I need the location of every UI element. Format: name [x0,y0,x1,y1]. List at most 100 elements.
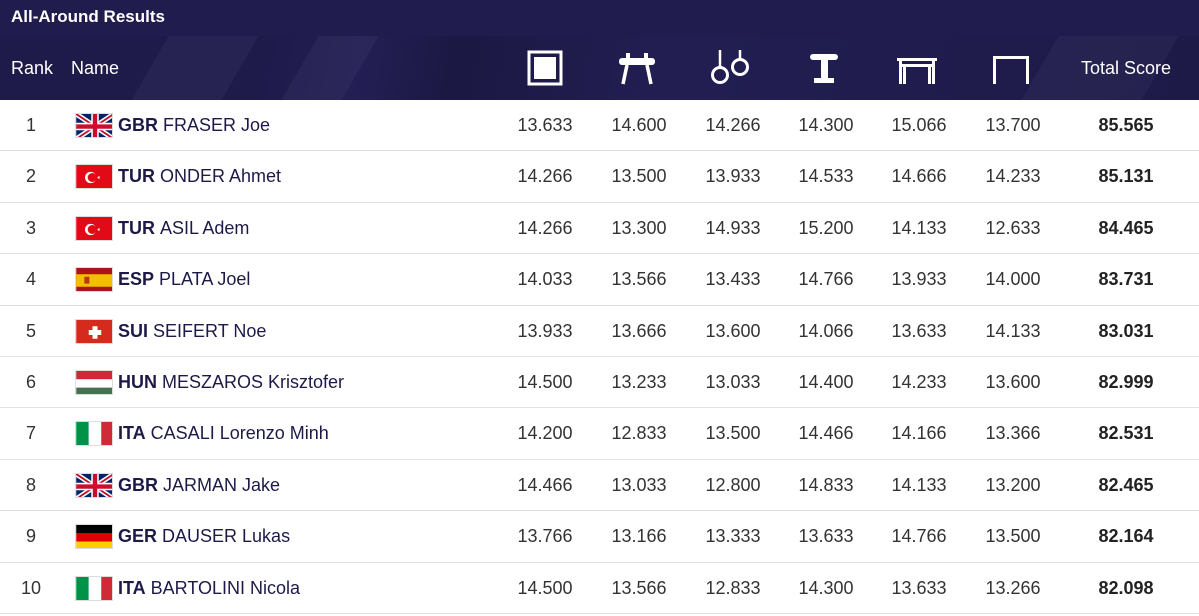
table-row[interactable]: 9 GER DAUSER Lukas 13.766 13.166 13.333 13.… [0,511,1199,563]
country-code: ITA [118,577,146,598]
table-row[interactable]: 3 TUR ASIL Adem 14.266 13.300 14.933 15.200… [0,203,1199,255]
rings-icon[interactable] [710,50,750,86]
total-score-cell: 82.465 [1098,474,1154,495]
athlete-name-link[interactable]: ONDER Ahmet [160,166,282,187]
apparatus-score-cell: 13.933 [517,320,573,341]
athlete-cell[interactable]: ITA BARTOLINI Nicola [75,563,300,614]
table-row[interactable]: 7 ITA CASALI Lorenzo Minh 14.200 12.833 13… [0,408,1199,460]
apparatus-score-cell: 12.633 [985,217,1041,238]
parallel-bars-icon[interactable] [897,50,937,86]
athlete-cell[interactable]: HUN MESZAROS Krisztofer [75,357,344,408]
gbr-flag-icon [75,113,113,138]
table-header: Rank Name Total Score [0,36,1199,100]
table-row[interactable]: 6 HUN MESZAROS Krisztofer 14.500 13.233 13… [0,357,1199,409]
apparatus-score-cell: 13.666 [611,320,667,341]
country-code: ESP [118,269,155,290]
results-table-body: 1 GBR FRASER Joe 13.633 14.600 14.266 14.30… [0,100,1199,614]
apparatus-score-cell: 13.600 [705,320,761,341]
esp-flag-icon [75,267,113,293]
horizontal-bar-icon[interactable] [991,50,1031,86]
athlete-name-link[interactable]: ASIL Adem [160,217,250,238]
apparatus-score-cell: 14.400 [798,371,854,392]
country-code: GBR [118,115,158,135]
athlete-cell[interactable]: ITA CASALI Lorenzo Minh [75,408,329,459]
athlete-cell[interactable]: TUR ONDER Ahmet [75,151,281,202]
apparatus-score-cell: 13.500 [705,423,761,444]
athlete-name-link[interactable]: MESZAROS Krisztofer [162,371,345,392]
ita-flag-icon [75,575,113,601]
country-code: GBR [118,474,158,495]
apparatus-score-cell: 14.666 [891,166,947,187]
athlete-name-link[interactable]: BARTOLINI Nicola [150,577,301,598]
apparatus-score-cell: 13.366 [985,423,1041,444]
name-column-header[interactable]: Name [71,58,120,78]
apparatus-score-cell: 13.700 [985,115,1041,135]
rank-cell: 9 [25,526,36,547]
apparatus-score-cell: 14.300 [798,115,854,135]
rank-column-header[interactable]: Rank [11,58,54,78]
athlete-cell[interactable]: GBR JARMAN Jake [75,460,280,511]
apparatus-score-cell: 14.500 [517,371,573,392]
apparatus-score-cell: 13.333 [705,526,761,547]
total-score-cell: 83.731 [1098,269,1154,290]
athlete-cell[interactable]: GER DAUSER Lukas [75,511,290,562]
athlete-name-link[interactable]: FRASER Joe [163,115,271,135]
athlete-name-link[interactable]: JARMAN Jake [163,474,281,495]
athlete-name-link[interactable]: CASALI Lorenzo Minh [150,423,329,444]
apparatus-score-cell: 14.533 [798,166,854,187]
apparatus-score-cell: 13.233 [611,371,667,392]
apparatus-score-cell: 13.166 [611,526,667,547]
apparatus-score-cell: 12.833 [611,423,667,444]
total-score-cell: 82.098 [1098,577,1154,598]
total-score-cell: 82.531 [1098,423,1154,444]
table-row[interactable]: 2 TUR ONDER Ahmet 14.266 13.500 13.933 14.5… [0,151,1199,203]
table-row[interactable]: 5 SUI SEIFERT Noe 13.933 13.666 13.600 14.0… [0,306,1199,357]
apparatus-score-cell: 14.266 [705,115,761,135]
athlete-name-link[interactable]: PLATA Joel [159,269,251,290]
total-score-cell: 82.164 [1098,526,1154,547]
total-score-column-header[interactable]: Total Score [1081,58,1172,78]
athlete-cell[interactable]: TUR ASIL Adem [75,203,249,254]
athlete-cell[interactable]: ESP PLATA Joel [75,254,250,305]
country-code: HUN [118,371,157,392]
apparatus-score-cell: 14.466 [517,474,573,495]
apparatus-score-cell: 12.800 [705,474,761,495]
rank-cell: 1 [25,115,36,135]
apparatus-score-cell: 13.600 [985,371,1041,392]
rank-cell: 8 [25,474,36,495]
table-row[interactable]: 1 GBR FRASER Joe 13.633 14.600 14.266 14.30… [0,100,1199,152]
apparatus-score-cell: 13.633 [891,320,947,341]
athlete-cell[interactable]: GBR FRASER Joe [75,100,270,151]
total-score-cell: 82.999 [1098,371,1154,392]
athlete-cell[interactable]: SUI SEIFERT Noe [75,306,266,357]
hun-flag-icon [75,369,113,395]
apparatus-score-cell: 14.133 [891,474,947,495]
vault-icon[interactable] [804,50,844,86]
rank-cell: 5 [25,320,36,341]
ger-flag-icon [75,524,113,550]
country-code: TUR [118,166,155,187]
apparatus-score-cell: 13.566 [611,577,667,598]
rank-cell: 6 [25,371,36,392]
table-row[interactable]: 10 ITA BARTOLINI Nicola 14.500 13.566 12.8… [0,563,1199,614]
apparatus-score-cell: 14.466 [798,423,854,444]
pommel-horse-icon[interactable] [617,50,657,86]
tur-flag-icon [75,215,113,241]
athlete-name-link[interactable]: DAUSER Lukas [162,526,291,547]
total-score-cell: 83.031 [1098,320,1154,341]
athlete-name-link[interactable]: SEIFERT Noe [153,320,267,341]
apparatus-score-cell: 13.766 [517,526,573,547]
apparatus-score-cell: 14.133 [891,217,947,238]
apparatus-score-cell: 14.500 [517,577,573,598]
floor-exercise-icon[interactable] [525,50,565,86]
apparatus-score-cell: 14.000 [985,269,1041,290]
table-row[interactable]: 8 GBR JARMAN Jake 14.466 13.033 12.800 14.8… [0,460,1199,512]
apparatus-score-cell: 13.300 [611,217,667,238]
apparatus-score-cell: 14.933 [705,217,761,238]
apparatus-score-cell: 15.066 [891,115,947,135]
apparatus-score-cell: 14.766 [798,269,854,290]
table-row[interactable]: 4 ESP PLATA Joel 14.033 13.566 13.433 14.76… [0,254,1199,306]
ita-flag-icon [75,421,113,447]
total-score-cell: 85.131 [1098,166,1154,187]
apparatus-score-cell: 13.633 [891,577,947,598]
